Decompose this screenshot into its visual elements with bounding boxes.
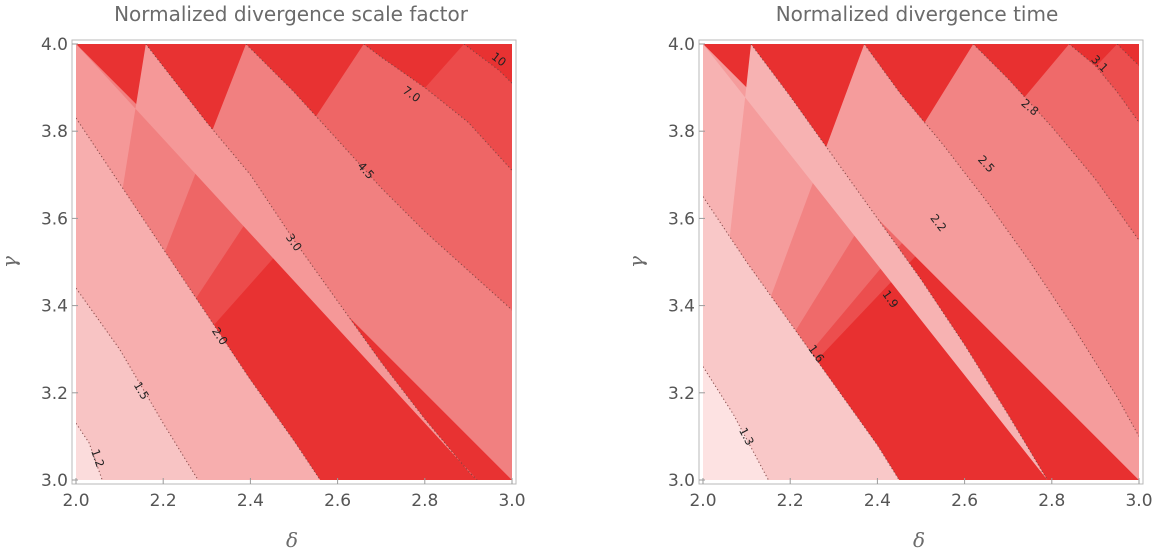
panel-title: Normalized divergence time	[776, 2, 1059, 26]
y-tick-label: 3.6	[668, 209, 695, 229]
x-tick-label: 2.0	[689, 491, 716, 511]
contour-line	[1116, 44, 1139, 67]
y-tick-label: 3.4	[668, 297, 695, 317]
x-tick-label: 2.2	[150, 491, 177, 511]
plot-frame	[698, 39, 1144, 485]
contour-line	[750, 44, 1048, 480]
x-tick-label: 3.0	[498, 491, 525, 511]
x-tick-label: 2.4	[237, 491, 264, 511]
y-tick-label: 3.6	[41, 209, 68, 229]
y-tick-label: 3.0	[668, 471, 695, 491]
contour-region	[76, 288, 199, 480]
contour-region	[76, 44, 478, 480]
contour-line	[363, 44, 512, 171]
y-tick-label: 3.8	[41, 122, 68, 142]
contour-region	[703, 366, 769, 480]
x-tick-label: 2.6	[951, 491, 978, 511]
time-panel: Normalized divergence time δ γ 1.31.61.9…	[624, 2, 1153, 552]
contour-line	[76, 287, 199, 480]
x-tick-label: 2.8	[411, 491, 438, 511]
x-tick-label: 2.6	[324, 491, 351, 511]
contour-line	[76, 117, 321, 480]
contour-line	[145, 44, 478, 480]
x-tick-label: 2.4	[864, 491, 891, 511]
y-tick-label: 4.0	[41, 35, 68, 55]
y-axis-label: γ	[0, 256, 21, 268]
plot-area	[76, 44, 512, 480]
panel-title: Normalized divergence scale factor	[114, 2, 469, 26]
plot-frame	[71, 39, 517, 485]
x-tick-label: 2.8	[1038, 491, 1065, 511]
y-axis-label: γ	[624, 256, 648, 268]
y-tick-label: 4.0	[668, 35, 695, 55]
x-tick-label: 2.2	[777, 491, 804, 511]
contour-line	[703, 196, 900, 480]
plot-area	[703, 44, 1139, 480]
contour-region	[76, 423, 103, 480]
contour-label: 1.2	[88, 447, 107, 469]
contour-region	[703, 44, 1048, 480]
x-axis-label: δ	[913, 528, 925, 552]
y-tick-label: 3.2	[668, 384, 695, 404]
y-tick-label: 3.8	[668, 122, 695, 142]
scale-factor-panel: Normalized divergence scale factor δ γ 1…	[0, 2, 526, 552]
x-tick-label: 3.0	[1125, 491, 1152, 511]
x-axis-label: δ	[286, 528, 298, 552]
contour-region	[703, 196, 900, 480]
y-tick-label: 3.4	[41, 297, 68, 317]
contour-line	[76, 422, 103, 480]
contour-line	[863, 44, 1139, 437]
y-tick-label: 3.0	[41, 471, 68, 491]
contour-line	[972, 44, 1139, 241]
y-tick-label: 3.2	[41, 384, 68, 404]
x-tick-label: 2.0	[62, 491, 89, 511]
